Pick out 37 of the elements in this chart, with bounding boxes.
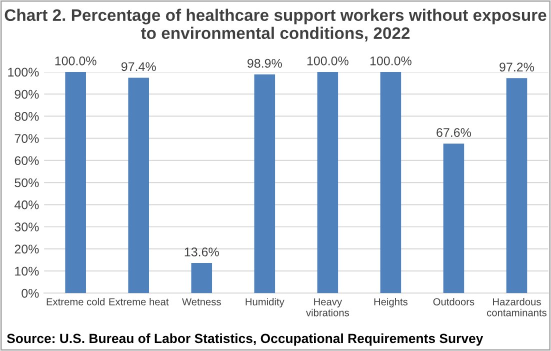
x-tick-label: Hazardous contaminants xyxy=(487,298,547,316)
x-tick-label: Heavy vibrations xyxy=(306,298,350,316)
data-label: 97.4% xyxy=(121,62,156,72)
y-tick-label: 90% xyxy=(14,90,39,99)
chart-title: Chart 2. Percentage of healthcare support workers without exposure to environmental conditions, 2022 xyxy=(4,8,546,42)
bar xyxy=(506,78,528,294)
y-tick-label: 30% xyxy=(14,222,39,232)
y-tick-label: 100% xyxy=(8,68,39,77)
bar xyxy=(191,263,212,294)
x-tick-label: Extreme cold xyxy=(46,298,105,306)
bar xyxy=(254,74,276,294)
x-tick-label: Heights xyxy=(374,298,408,308)
x-tick-label: Outdoors xyxy=(433,298,474,306)
source-note: Source: U.S. Bureau of Labor Statistics, Occupational Requirements Survey xyxy=(6,333,484,346)
y-tick-label: 0% xyxy=(22,288,39,298)
bar xyxy=(128,78,150,294)
y-tick-label: 10% xyxy=(15,266,39,276)
x-tick-label: Extreme heat xyxy=(109,298,169,306)
data-label: 100.0% xyxy=(370,56,412,66)
x-tick-label: Humidity xyxy=(246,298,284,308)
data-label: 67.6% xyxy=(436,128,471,137)
y-tick-label: 20% xyxy=(14,244,39,254)
y-tick-label: 50% xyxy=(14,178,39,188)
y-tick-label: 60% xyxy=(14,156,39,166)
bar xyxy=(380,72,402,294)
data-label: 98.9% xyxy=(248,58,282,68)
data-label: 100.0% xyxy=(55,56,96,66)
data-label: 13.6% xyxy=(184,248,219,256)
x-tick-label: Wetness xyxy=(182,298,221,306)
bar xyxy=(317,72,338,294)
y-tick-label: 80% xyxy=(14,112,39,121)
data-label: 100.0% xyxy=(307,56,348,66)
data-label: 97.2% xyxy=(500,62,534,72)
bar xyxy=(443,144,464,294)
bar xyxy=(65,72,86,294)
y-tick-label: 70% xyxy=(14,134,39,143)
y-tick-label: 40% xyxy=(14,200,39,210)
